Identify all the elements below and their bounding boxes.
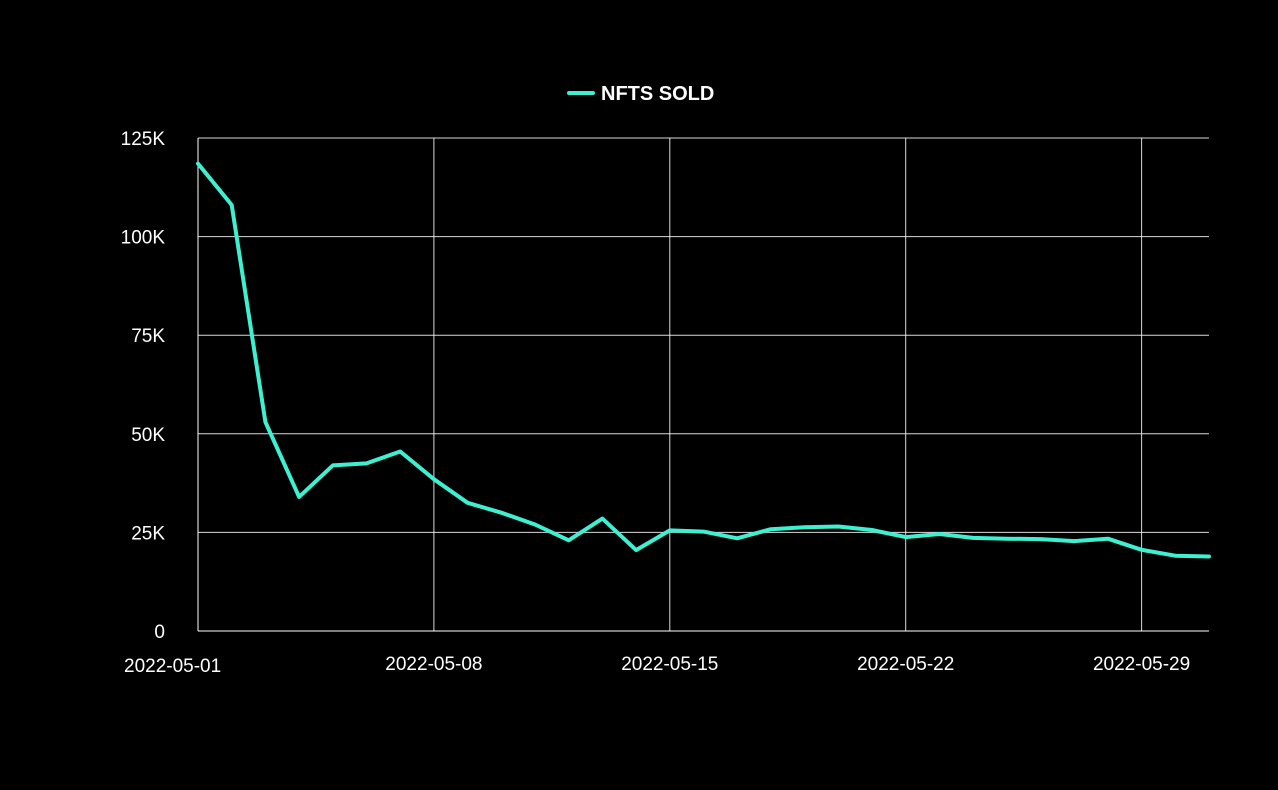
data-point[interactable] — [499, 511, 503, 515]
data-point[interactable] — [230, 203, 234, 207]
x-tick-label: 2022-05-01 — [124, 656, 221, 677]
axes: 0 25K 50K 75K 100K 125K 2022-05-01 2022-05-08 20… — [121, 129, 1209, 677]
y-tick-label: 50K — [131, 425, 165, 446]
data-point[interactable] — [1207, 554, 1211, 558]
data-point[interactable] — [769, 527, 773, 531]
x-tick-label: 2022-05-15 — [621, 654, 718, 675]
y-tick-label: 125K — [121, 129, 166, 150]
data-point[interactable] — [1005, 537, 1009, 541]
data-point[interactable] — [803, 525, 807, 529]
y-tick-label: 25K — [131, 523, 165, 544]
x-tick-label: 2022-05-08 — [385, 654, 482, 675]
x-tick-label: 2022-05-29 — [1093, 654, 1190, 675]
data-point[interactable] — [971, 536, 975, 540]
data-point[interactable] — [1140, 548, 1144, 552]
y-tick-label: 75K — [131, 326, 165, 347]
data-point[interactable] — [567, 538, 571, 542]
data-point[interactable] — [533, 523, 537, 527]
y-tick-label: 0 — [154, 622, 165, 643]
legend-label-nfts-sold: NFTS SOLD — [601, 83, 714, 105]
data-point[interactable] — [196, 162, 200, 166]
data-point[interactable] — [1106, 537, 1110, 541]
data-point[interactable] — [398, 450, 402, 454]
data-point[interactable] — [331, 463, 335, 467]
data-point[interactable] — [466, 501, 470, 505]
data-point[interactable] — [600, 517, 604, 521]
data-point[interactable] — [1173, 554, 1177, 558]
grid — [197, 137, 1209, 631]
data-point[interactable] — [263, 420, 267, 424]
data-point[interactable] — [1039, 537, 1043, 541]
data-point[interactable] — [937, 532, 941, 536]
data-point[interactable] — [836, 524, 840, 528]
series-line-nfts-sold[interactable] — [196, 161, 1211, 559]
y-tick-label: 100K — [121, 228, 166, 249]
data-point[interactable] — [432, 477, 436, 481]
data-point[interactable] — [297, 495, 301, 499]
data-point[interactable] — [870, 528, 874, 532]
series-layer — [196, 161, 1211, 559]
legend[interactable]: NFTS SOLD — [567, 83, 714, 105]
data-point[interactable] — [668, 528, 672, 532]
data-point[interactable] — [365, 461, 369, 465]
x-tick-label: 2022-05-22 — [857, 654, 954, 675]
data-point[interactable] — [1072, 539, 1076, 543]
data-point[interactable] — [634, 548, 638, 552]
data-point[interactable] — [904, 535, 908, 539]
data-point[interactable] — [735, 536, 739, 540]
data-point[interactable] — [702, 530, 706, 534]
